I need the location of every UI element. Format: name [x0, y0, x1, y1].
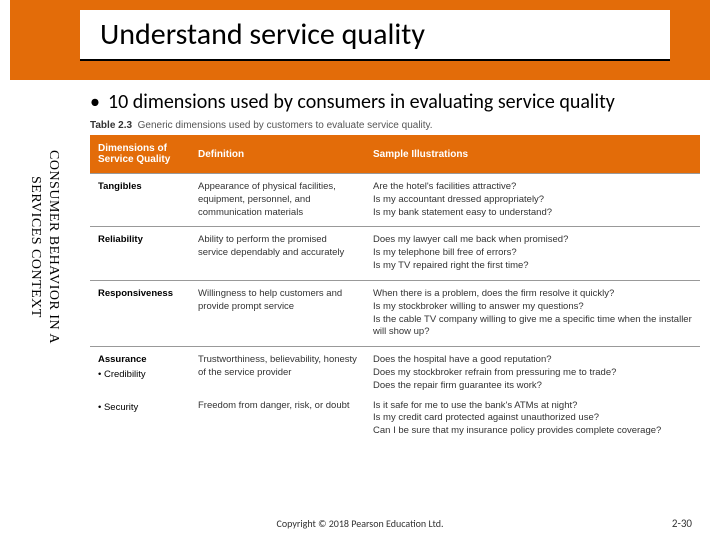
- sidebar-text: CONSUMER BEHAVIOR IN A SERVICES CONTEXT: [26, 150, 62, 344]
- service-quality-table: Dimensions of Service Quality Definition…: [90, 135, 700, 445]
- cell-definition: Trustworthiness, believability, honesty …: [190, 347, 365, 400]
- slide-title: Understand service quality: [80, 10, 670, 61]
- cell-definition: Freedom from danger, risk, or doubt: [190, 400, 365, 445]
- cell-dimension: • Security: [90, 400, 190, 445]
- bullet-text: 10 dimensions used by consumers in evalu…: [108, 90, 615, 114]
- table-caption: Table 2.3 Generic dimensions used by cus…: [90, 120, 700, 131]
- caption-text: Generic dimensions used by customers to …: [138, 120, 433, 131]
- copyright-footer: Copyright © 2018 Pearson Education Ltd.: [0, 517, 720, 530]
- sidebar-label: CONSUMER BEHAVIOR IN A SERVICES CONTEXT: [24, 150, 64, 440]
- cell-dimension: Assurance• Credibility: [90, 347, 190, 400]
- table-header-row: Dimensions of Service Quality Definition…: [90, 135, 700, 174]
- table-row: TangiblesAppearance of physical faciliti…: [90, 174, 700, 227]
- col-definition: Definition: [190, 135, 365, 174]
- cell-dimension: Responsiveness: [90, 280, 190, 346]
- cell-dimension: Tangibles: [90, 174, 190, 227]
- cell-definition: Willingness to help customers and provid…: [190, 280, 365, 346]
- cell-illustration: Does the hospital have a good reputation…: [365, 347, 700, 400]
- cell-illustration: Are the hotel's facilities attractive?Is…: [365, 174, 700, 227]
- title-bar: Understand service quality: [10, 0, 710, 80]
- cell-definition: Ability to perform the promised service …: [190, 227, 365, 280]
- slide-number: 2-30: [672, 517, 692, 530]
- table-row: ReliabilityAbility to perform the promis…: [90, 227, 700, 280]
- table-region: Table 2.3 Generic dimensions used by cus…: [90, 120, 700, 445]
- table-row: Assurance• CredibilityTrustworthiness, b…: [90, 347, 700, 400]
- col-dimensions: Dimensions of Service Quality: [90, 135, 190, 174]
- table-row: • SecurityFreedom from danger, risk, or …: [90, 400, 700, 445]
- cell-definition: Appearance of physical facilities, equip…: [190, 174, 365, 227]
- col-illustrations: Sample Illustrations: [365, 135, 700, 174]
- table-row: ResponsivenessWillingness to help custom…: [90, 280, 700, 346]
- cell-illustration: When there is a problem, does the firm r…: [365, 280, 700, 346]
- bullet-dot: •: [90, 90, 100, 114]
- cell-dimension: Reliability: [90, 227, 190, 280]
- cell-illustration: Does my lawyer call me back when promise…: [365, 227, 700, 280]
- cell-illustration: Is it safe for me to use the bank's ATMs…: [365, 400, 700, 445]
- bullet-area: • 10 dimensions used by consumers in eva…: [90, 90, 630, 114]
- caption-prefix: Table 2.3: [90, 120, 132, 131]
